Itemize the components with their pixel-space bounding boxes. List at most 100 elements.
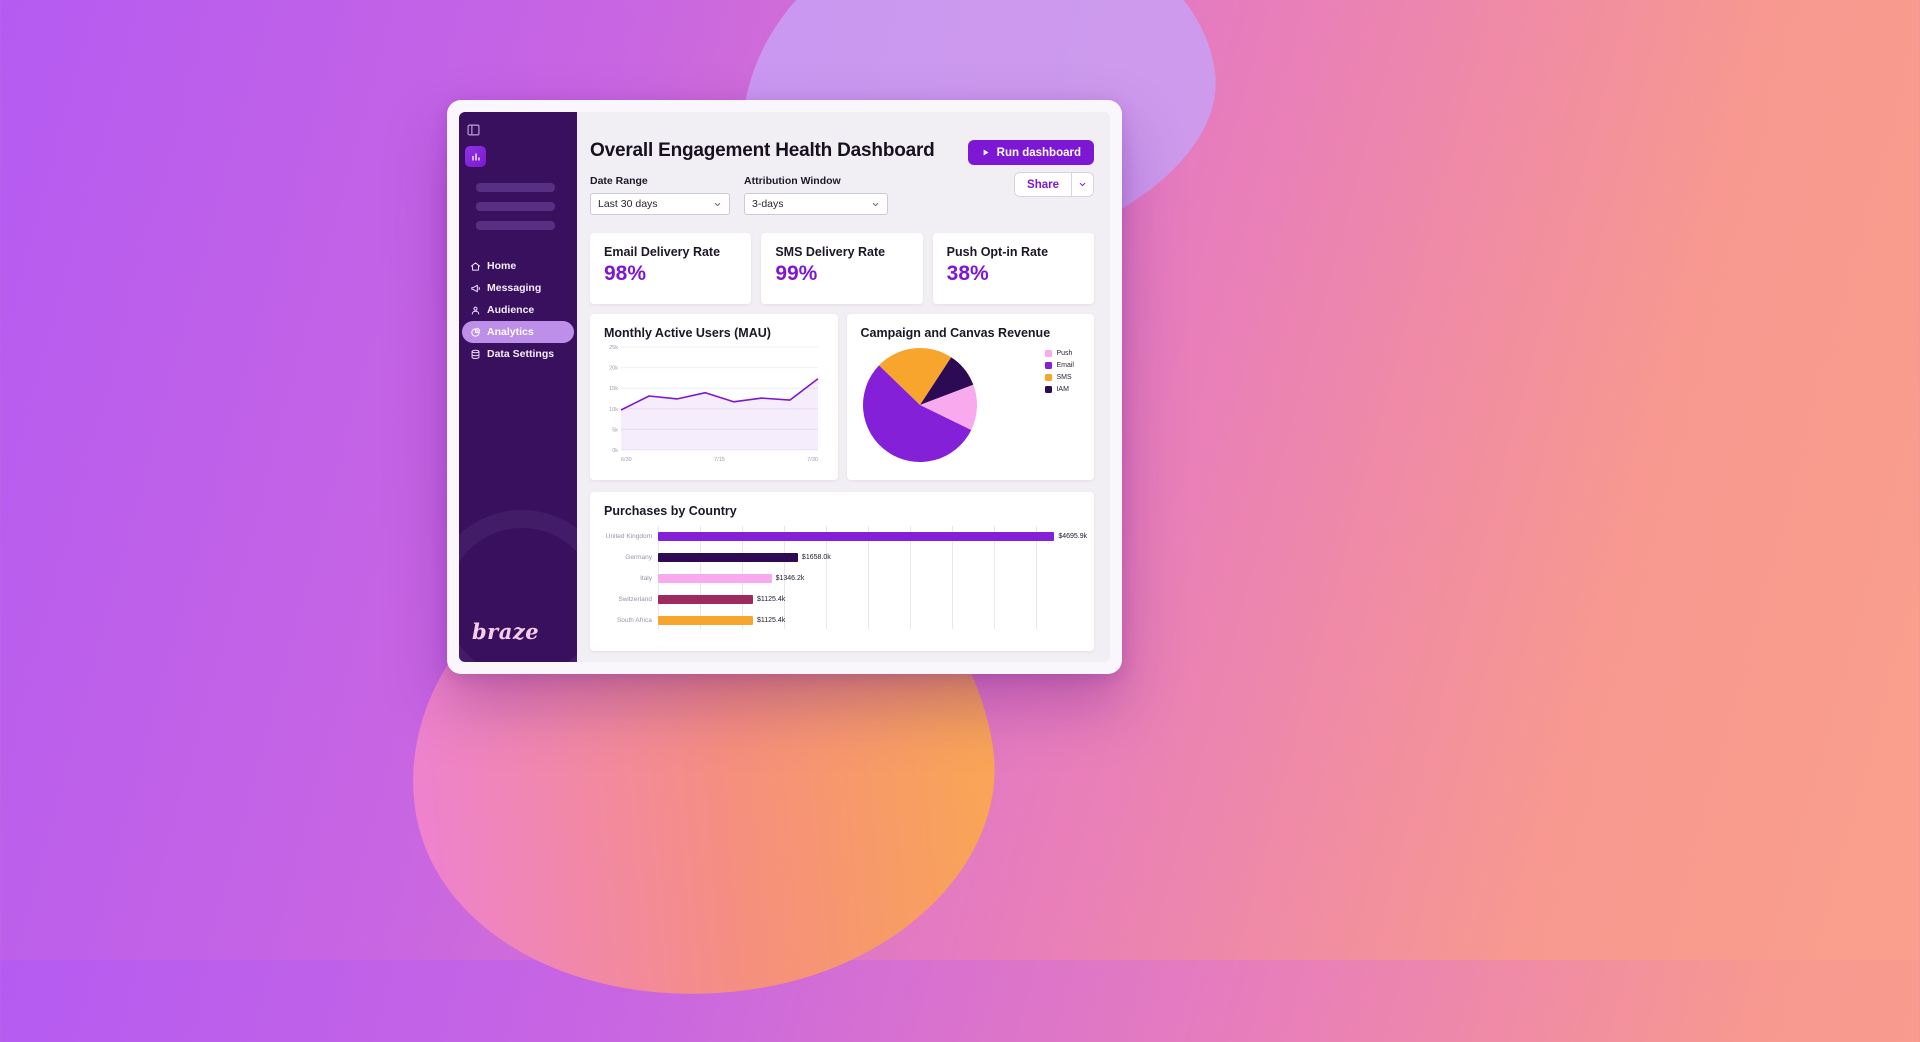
svg-text:20k: 20k bbox=[609, 366, 618, 372]
kpi-row: Email Delivery Rate 98% SMS Delivery Rate 9… bbox=[590, 233, 1094, 304]
bar-category-label: Switzerland bbox=[618, 596, 652, 603]
date-range-label: Date Range bbox=[590, 175, 648, 187]
bar bbox=[658, 553, 798, 562]
bar-category-label: United Kingdom bbox=[605, 533, 652, 540]
legend-label: Push bbox=[1056, 350, 1073, 357]
svg-text:5k: 5k bbox=[612, 427, 618, 433]
workspace-name-skeleton bbox=[476, 183, 577, 230]
purchases-chart-card: Purchases by Country United Kingdom $4695… bbox=[590, 492, 1094, 651]
bar-row: United Kingdom $4695.9k bbox=[604, 526, 1087, 547]
sidebar-item-label: Home bbox=[487, 260, 517, 272]
run-dashboard-button[interactable]: Run dashboard bbox=[967, 140, 1094, 165]
pie-slice-sms bbox=[878, 347, 951, 405]
sidebar-item-home[interactable]: Home bbox=[462, 255, 574, 277]
share-dropdown-button[interactable] bbox=[1071, 173, 1093, 196]
legend-item: SMS bbox=[1045, 374, 1074, 381]
bar-track: $1658.0k bbox=[658, 553, 1080, 562]
header-actions: Run dashboard Share bbox=[967, 140, 1094, 197]
mau-area-chart: 25k 20k 15k 10k 5k 0k6/30 7/15 7/30 bbox=[609, 345, 819, 463]
audience-icon bbox=[470, 305, 481, 316]
bar-track: $1125.4k bbox=[658, 616, 1080, 625]
main-content: Overall Engagement Health Dashboard Date… bbox=[577, 112, 1110, 662]
purchases-bar-chart: United Kingdom $4695.9k Germany $1658.0k Ita… bbox=[604, 526, 1087, 631]
mau-chart-card: Monthly Active Users (MAU) 25k 20k 15k 10k 5… bbox=[590, 314, 838, 480]
bar-value-label: $1346.2k bbox=[775, 575, 805, 582]
chevron-down-icon bbox=[1079, 182, 1086, 187]
pie-slice-email bbox=[862, 365, 971, 462]
sidebar-item-label: Analytics bbox=[487, 326, 534, 338]
kpi-value: 99% bbox=[775, 262, 818, 285]
bar-value-label: $1125.4k bbox=[756, 596, 786, 603]
play-icon bbox=[983, 149, 989, 156]
sidebar-item-messaging[interactable]: Messaging bbox=[462, 277, 574, 299]
pie-slice-push bbox=[919, 384, 977, 430]
legend-label: SMS bbox=[1056, 374, 1072, 381]
workspace-tile[interactable] bbox=[465, 146, 486, 167]
svg-text:15k: 15k bbox=[609, 386, 618, 392]
sidebar-item-analytics[interactable]: Analytics bbox=[462, 321, 574, 343]
chart-title: Campaign and Canvas Revenue bbox=[860, 326, 1051, 340]
bar-row: Switzerland $1125.4k bbox=[604, 589, 1080, 610]
svg-text:7/15: 7/15 bbox=[714, 457, 725, 463]
share-button[interactable]: Share bbox=[1015, 173, 1071, 196]
bar bbox=[658, 574, 772, 583]
sidebar-item-data-settings[interactable]: Data Settings bbox=[462, 343, 574, 365]
bar-chart-icon bbox=[471, 152, 480, 161]
revenue-chart-card: Campaign and Canvas Revenue Push Email SMS… bbox=[846, 314, 1094, 480]
sidebar-item-label: Audience bbox=[487, 304, 535, 316]
kpi-card: Push Opt-in Rate 38% bbox=[932, 233, 1094, 304]
pie-slice-iam bbox=[919, 357, 973, 405]
sidebar-item-label: Data Settings bbox=[487, 348, 555, 360]
bar-row: South Africa $1125.4k bbox=[604, 610, 1080, 631]
date-range-value: Last 30 days bbox=[598, 198, 658, 210]
bar-value-label: $1125.4k bbox=[756, 617, 786, 624]
skeleton-line bbox=[476, 221, 555, 230]
bar-row: Italy $1346.2k bbox=[604, 568, 1080, 589]
legend-label: Email bbox=[1056, 362, 1074, 369]
sidebar-item-audience[interactable]: Audience bbox=[462, 299, 574, 321]
bar bbox=[658, 616, 753, 625]
bar-category-label: Germany bbox=[625, 554, 652, 561]
bar-value-label: $4695.9k bbox=[1058, 533, 1088, 540]
sidebar: Home Messaging Audience Analytics Data Setti… bbox=[459, 112, 577, 662]
data-settings-icon bbox=[470, 349, 481, 360]
bar-category-label: South Africa bbox=[616, 617, 652, 624]
date-range-select[interactable]: Last 30 days bbox=[590, 193, 730, 215]
skeleton-line bbox=[476, 202, 555, 211]
legend-swatch bbox=[1045, 362, 1053, 369]
kpi-title: SMS Delivery Rate bbox=[775, 245, 886, 259]
kpi-title: Push Opt-in Rate bbox=[946, 245, 1049, 259]
sidebar-nav: Home Messaging Audience Analytics Data Setti… bbox=[459, 255, 577, 365]
legend-item: Email bbox=[1045, 362, 1074, 369]
chevron-down-icon bbox=[714, 202, 721, 206]
pie-wrap: Push Email SMS IAM bbox=[861, 346, 1081, 464]
messaging-icon bbox=[470, 283, 481, 294]
share-split-button: Share bbox=[1014, 172, 1094, 197]
svg-text:0k: 0k bbox=[612, 448, 618, 454]
app-window: Home Messaging Audience Analytics Data Setti… bbox=[447, 100, 1122, 674]
bar-category-label: Italy bbox=[640, 575, 652, 582]
filters: Date Range Last 30 days Attribution Wind… bbox=[590, 175, 935, 215]
header: Overall Engagement Health Dashboard Date… bbox=[590, 140, 1094, 215]
home-icon bbox=[470, 261, 481, 272]
collapse-sidebar-button[interactable] bbox=[467, 124, 480, 136]
date-range-filter: Date Range Last 30 days bbox=[590, 175, 730, 215]
bar-track: $1125.4k bbox=[658, 595, 1080, 604]
revenue-pie-chart bbox=[862, 347, 977, 462]
svg-text:25k: 25k bbox=[609, 345, 618, 351]
legend-swatch bbox=[1045, 350, 1053, 357]
legend-item: IAM bbox=[1045, 386, 1074, 393]
bar bbox=[658, 595, 753, 604]
app-frame: Home Messaging Audience Analytics Data Setti… bbox=[459, 112, 1110, 662]
svg-text:6/30: 6/30 bbox=[621, 457, 632, 463]
run-dashboard-label: Run dashboard bbox=[996, 146, 1081, 159]
attribution-window-select[interactable]: 3-days bbox=[744, 193, 888, 215]
kpi-value: 38% bbox=[946, 262, 989, 285]
pie-legend: Push Email SMS IAM bbox=[1045, 350, 1074, 464]
page-title: Overall Engagement Health Dashboard bbox=[590, 140, 935, 161]
charts-row: Monthly Active Users (MAU) 25k 20k 15k 10k 5… bbox=[590, 314, 1094, 480]
skeleton-line bbox=[476, 183, 555, 192]
kpi-value: 98% bbox=[604, 262, 647, 285]
legend-swatch bbox=[1045, 386, 1053, 393]
braze-logo: braze bbox=[472, 619, 540, 644]
